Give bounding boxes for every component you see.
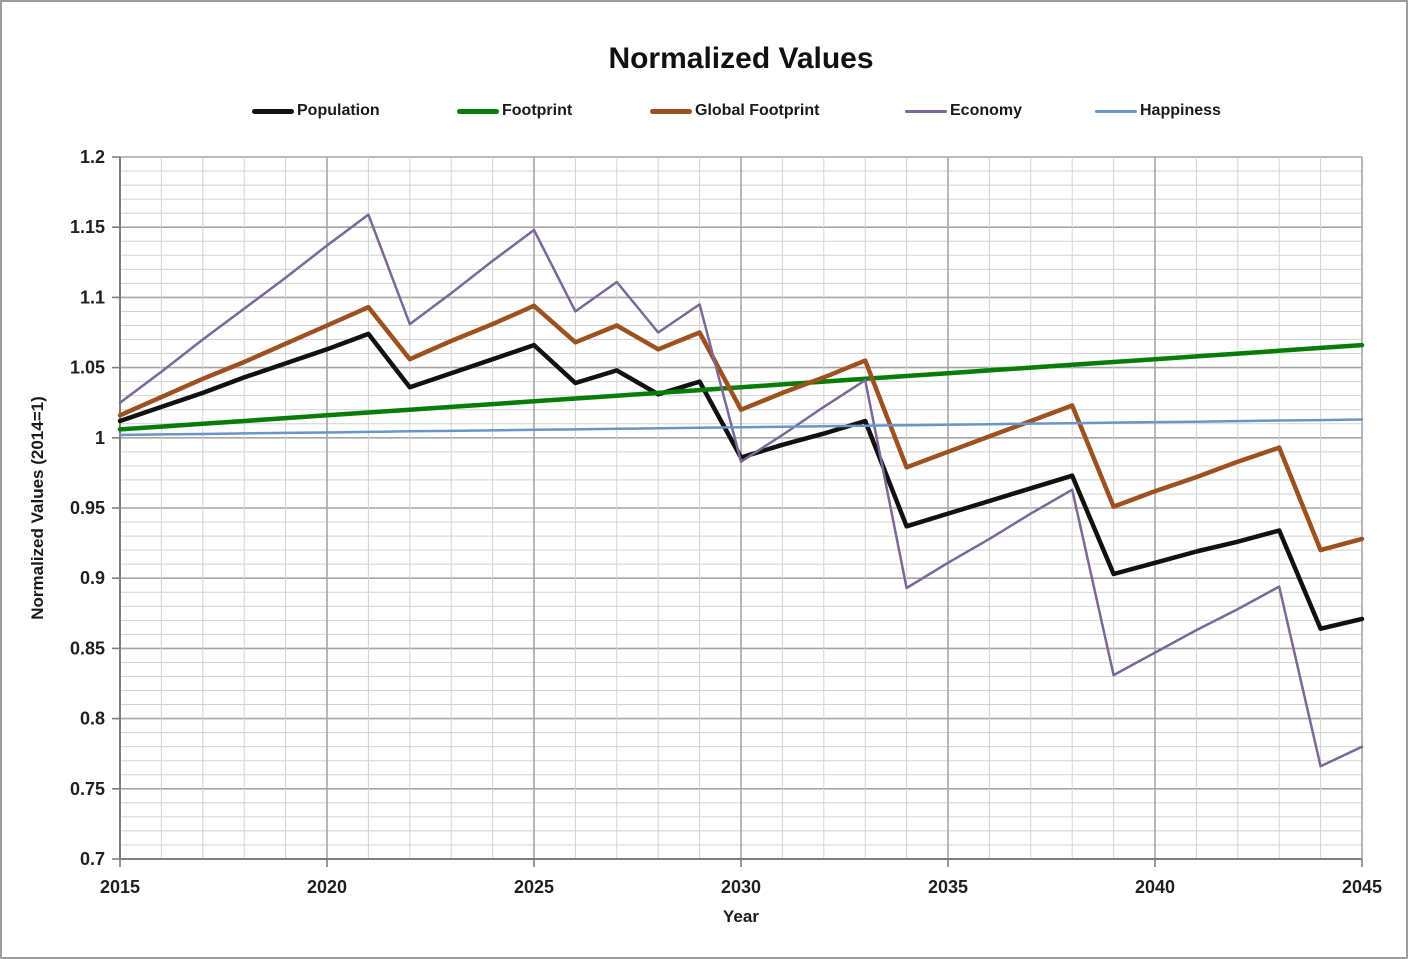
legend-item-footprint: Footprint xyxy=(457,99,572,123)
legend-label-economy: Economy xyxy=(950,102,1023,119)
happiness-line-swatch xyxy=(1095,109,1137,113)
y-tick-label: 1 xyxy=(95,428,105,448)
x-tick-label: 2020 xyxy=(307,877,347,897)
legend-item-global-footprint: Global Footprint xyxy=(650,99,819,123)
series-line-economy xyxy=(118,213,1364,768)
legend-label-happiness: Happiness xyxy=(1140,102,1221,119)
y-tick-label: 1.2 xyxy=(80,147,105,167)
x-tick-label: 2045 xyxy=(1342,877,1382,897)
x-tick-label: 2040 xyxy=(1135,877,1175,897)
legend-item-economy: Economy xyxy=(905,99,1022,123)
legend: Population Footprint Global Footprint Ec… xyxy=(2,99,1406,123)
y-tick-label: 0.7 xyxy=(80,849,105,869)
legend-item-happiness: Happiness xyxy=(1095,99,1221,123)
economy-line-swatch xyxy=(905,109,947,113)
y-tick-label: 1.05 xyxy=(70,358,105,378)
x-axis-title: Year xyxy=(723,907,759,926)
series-line-happiness xyxy=(118,418,1364,437)
global-footprint-line-swatch xyxy=(650,108,692,114)
legend-item-population: Population xyxy=(252,99,380,123)
x-tick-label: 2025 xyxy=(514,877,554,897)
series-line-footprint xyxy=(117,342,1365,432)
series-line-global-footprint xyxy=(117,303,1365,553)
y-tick-label: 1.15 xyxy=(70,217,105,237)
y-tick-label: 0.75 xyxy=(70,779,105,799)
y-tick-label: 0.95 xyxy=(70,498,105,518)
y-tick-label: 0.9 xyxy=(80,568,105,588)
y-tick-label: 1.1 xyxy=(80,287,105,307)
population-line-swatch xyxy=(252,108,294,114)
legend-label-population: Population xyxy=(297,102,380,119)
y-tick-label: 0.8 xyxy=(80,709,105,729)
y-tick-label: 0.85 xyxy=(70,638,105,658)
legend-label-global-footprint: Global Footprint xyxy=(695,102,820,119)
legend-label-footprint: Footprint xyxy=(502,102,573,119)
chart-title: Normalized Values xyxy=(608,42,874,75)
x-tick-label: 2030 xyxy=(721,877,761,897)
footprint-line-swatch xyxy=(457,108,499,114)
y-axis-title: Normalized Values (2014=1) xyxy=(28,396,47,620)
x-tick-label: 2035 xyxy=(928,877,968,897)
x-tick-label: 2015 xyxy=(100,877,140,897)
